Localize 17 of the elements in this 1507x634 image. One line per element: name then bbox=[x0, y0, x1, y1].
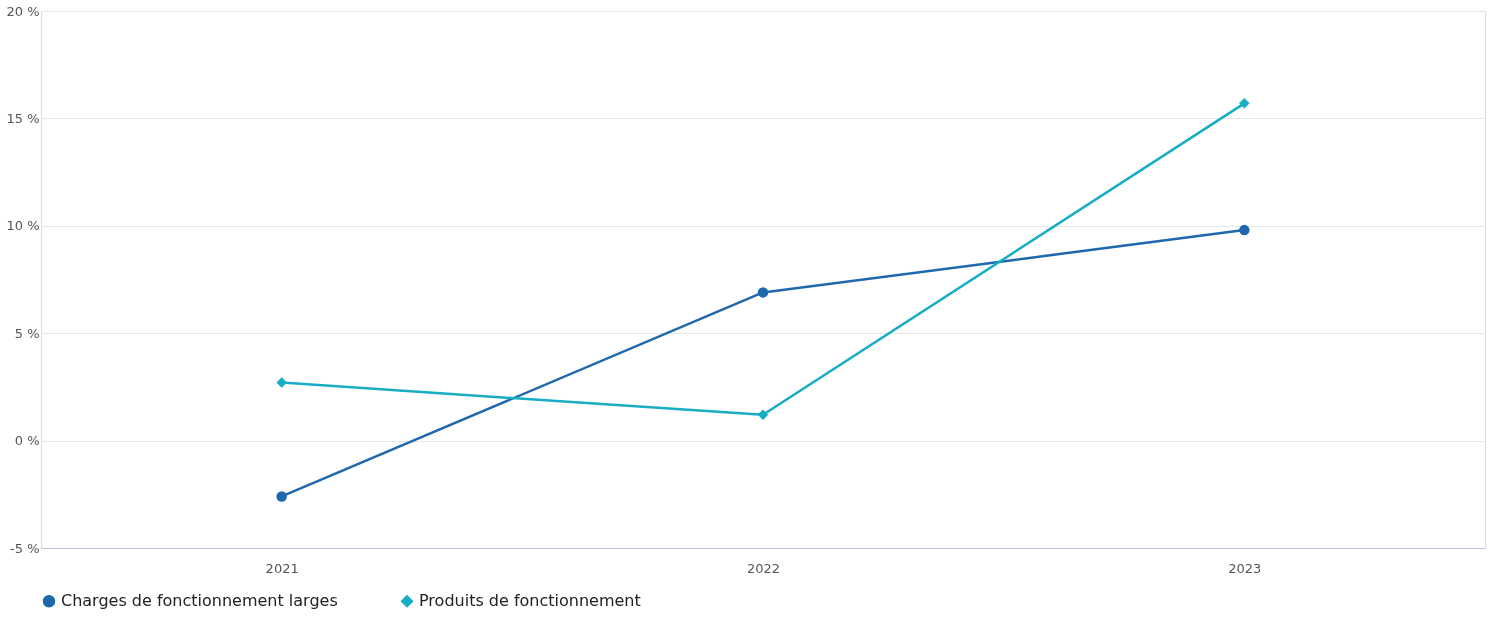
y-tick-label: 15 % bbox=[6, 110, 40, 126]
legend-label: Charges de fonctionnement larges bbox=[61, 591, 338, 611]
point bbox=[1239, 224, 1250, 236]
legend-label: Produits de fonctionnement bbox=[419, 591, 641, 611]
y-tick-label: 10 % bbox=[6, 218, 40, 234]
x-tick-label: 2022 bbox=[746, 560, 781, 576]
y-tick-label: 0 % bbox=[14, 433, 40, 449]
point bbox=[276, 491, 287, 502]
y-tick-label: -5 % bbox=[10, 540, 40, 556]
point bbox=[276, 377, 287, 388]
point bbox=[757, 287, 769, 298]
x-tick-label: 2021 bbox=[265, 560, 299, 576]
point bbox=[1239, 98, 1250, 109]
point bbox=[757, 409, 769, 421]
y-tick-label: 20 % bbox=[6, 3, 40, 19]
y-tick-label: 5 % bbox=[14, 325, 40, 341]
x-tick-label: 2023 bbox=[1228, 560, 1262, 576]
